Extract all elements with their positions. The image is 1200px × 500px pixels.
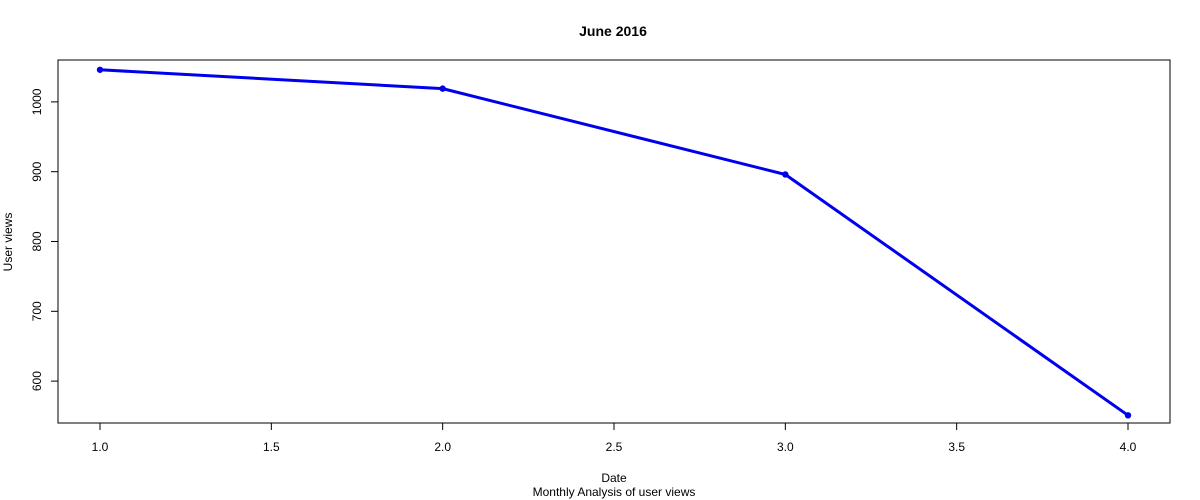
x-axis: 1.0 1.5 2.0 2.5 3.0 3.5 4.0 (92, 422, 1137, 454)
x-tick-label: 2.0 (434, 440, 451, 454)
x-tick-label: 1.5 (263, 440, 280, 454)
x-tick-label: 4.0 (1120, 440, 1137, 454)
y-tick-label: 900 (30, 161, 44, 181)
series-layer (96, 66, 1132, 419)
plot-frame (57, 59, 1171, 424)
x-tick-label: 3.5 (948, 440, 965, 454)
data-point (782, 171, 789, 178)
y-tick-label: 800 (30, 231, 44, 251)
chart-title: June 2016 (579, 23, 647, 39)
x-tick-label: 1.0 (92, 440, 109, 454)
y-axis-label: User views (1, 213, 15, 272)
data-point (439, 85, 446, 92)
y-tick-label: 600 (30, 371, 44, 391)
x-axis-label: Date (601, 471, 627, 485)
data-point (96, 66, 104, 73)
x-tick-label: 3.0 (777, 440, 794, 454)
y-tick-label: 700 (30, 301, 44, 321)
y-tick-label: 1000 (30, 88, 44, 115)
x-tick-label: 2.5 (606, 440, 623, 454)
y-axis: 600 700 800 900 1000 (30, 88, 59, 391)
series-line (99, 68, 1129, 417)
chart-subtitle: Monthly Analysis of user views (533, 485, 696, 499)
data-point (1124, 412, 1132, 419)
